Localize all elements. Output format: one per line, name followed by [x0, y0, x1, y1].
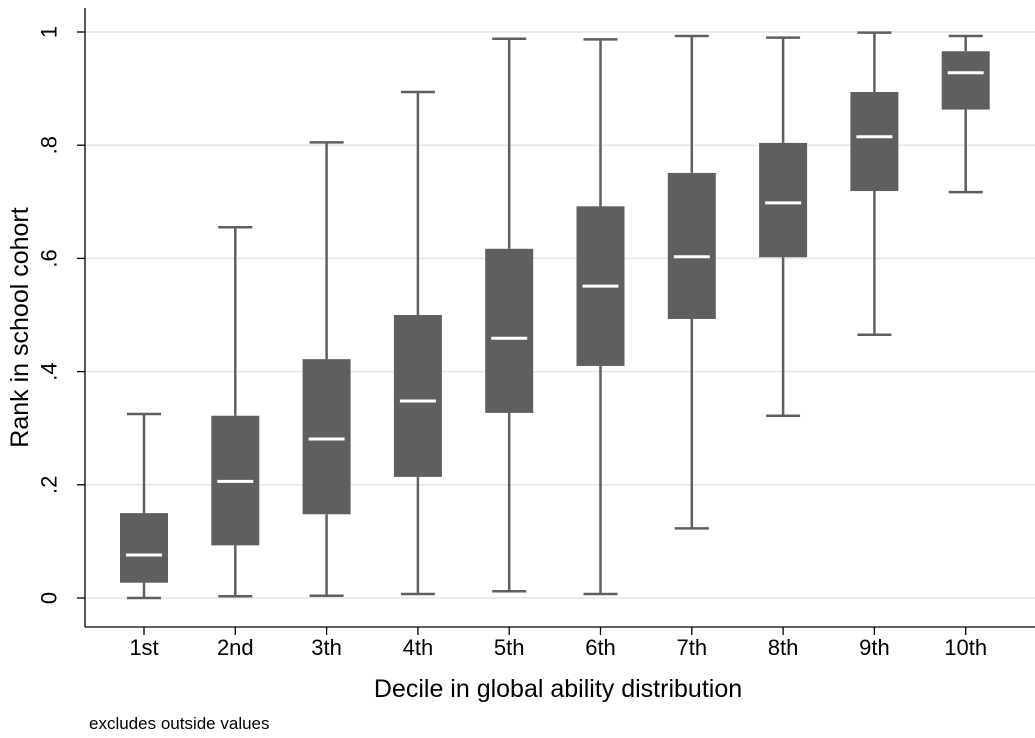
iqr-box	[941, 51, 990, 110]
x-tick-label: 6th	[585, 635, 616, 660]
x-axis-ticks: 1st 2nd 3th 4th 5th 6th 7th 8th 9th 10th	[129, 627, 987, 660]
box-series	[120, 31, 990, 600]
box-5th	[485, 37, 534, 593]
axes	[84, 8, 1035, 628]
y-tick-label: .2	[37, 476, 62, 494]
x-tick-label: 4th	[403, 635, 434, 660]
y-axis-ticks: 0 .2 .4 .6 .8 1	[37, 26, 85, 604]
box-9th	[850, 31, 899, 337]
box-7th	[667, 34, 716, 530]
iqr-box	[667, 172, 716, 319]
x-tick-label: 5th	[494, 635, 525, 660]
x-tick-label: 9th	[859, 635, 890, 660]
box-1st	[120, 412, 168, 600]
iqr-box	[393, 315, 442, 477]
x-axis-title: Decile in global ability distribution	[374, 675, 742, 703]
box-3th	[302, 141, 351, 597]
chart-note: excludes outside values	[89, 714, 270, 733]
box-8th	[759, 36, 808, 417]
box-6th	[576, 38, 625, 596]
box-4th	[393, 90, 442, 596]
x-tick-label: 2nd	[217, 635, 254, 660]
iqr-box	[302, 359, 351, 515]
y-axis-title: Rank in school cohort	[6, 207, 34, 447]
box-10th	[941, 34, 990, 194]
y-tick-label: 0	[37, 592, 62, 604]
y-tick-label: .8	[37, 136, 62, 154]
x-tick-label: 1st	[129, 635, 158, 660]
x-tick-label: 3th	[311, 635, 342, 660]
x-tick-label: 7th	[677, 635, 708, 660]
iqr-box	[759, 142, 808, 258]
y-tick-label: .4	[37, 362, 62, 380]
iqr-box	[120, 513, 168, 583]
y-tick-label: .6	[37, 249, 62, 267]
x-tick-label: 8th	[768, 635, 799, 660]
box-2nd	[211, 226, 260, 598]
x-tick-label: 10th	[944, 635, 987, 660]
y-tick-label: 1	[37, 26, 62, 38]
iqr-box	[485, 248, 534, 413]
iqr-box	[850, 91, 899, 192]
